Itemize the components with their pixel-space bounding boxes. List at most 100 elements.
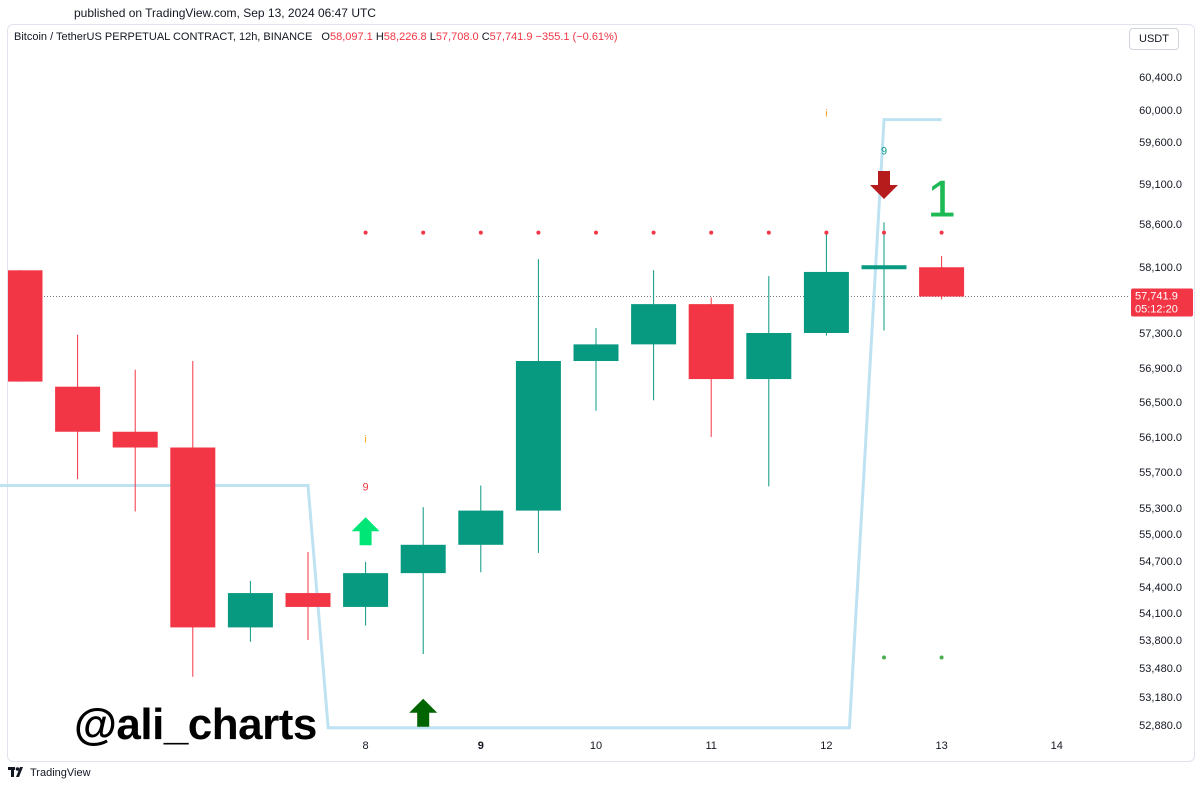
- candle-body: [170, 447, 216, 628]
- time-axis: 8 9 10 11 12 13 14: [363, 740, 1063, 752]
- candle-body: [573, 344, 619, 361]
- support-dot: [939, 655, 944, 660]
- last-price-tag: [1131, 288, 1193, 317]
- candle-body: [8, 270, 43, 382]
- candle-body: [227, 593, 273, 628]
- candle[interactable]: [343, 561, 389, 626]
- candle-body: [861, 265, 907, 270]
- last-price-label: 57,741.9 05:12:20: [1131, 288, 1193, 317]
- candle[interactable]: [919, 256, 965, 300]
- sell-signal-arrow: [870, 171, 898, 199]
- candle[interactable]: [8, 270, 43, 382]
- support-dot: [882, 655, 886, 660]
- x-tick-label: 8: [363, 740, 369, 752]
- candle[interactable]: [170, 361, 216, 677]
- currency-button[interactable]: USDT: [1129, 28, 1179, 50]
- signal-label: i: [825, 109, 827, 120]
- resistance-dot: [824, 230, 829, 235]
- x-tick-label: 10: [590, 740, 602, 752]
- signal-line-layer: [0, 118, 942, 730]
- x-tick-label: 12: [820, 740, 832, 752]
- y-tick-label: 52,880.0: [1139, 720, 1182, 732]
- candle-body: [55, 386, 101, 432]
- markers-layer: 9 9 1 i i: [351, 109, 956, 727]
- candle[interactable]: [688, 297, 734, 437]
- y-tick-label: 54,400.0: [1139, 582, 1182, 594]
- tradingview-logo-text: TradingView: [30, 767, 91, 779]
- y-tick-label: 60,400.0: [1139, 72, 1182, 84]
- low-value: 57,708.0: [435, 31, 479, 43]
- y-tick-label: 53,180.0: [1139, 692, 1182, 704]
- candle-body: [631, 304, 677, 345]
- resistance-dot: [882, 230, 886, 235]
- candle-body: [112, 431, 158, 448]
- y-tick-label: 53,800.0: [1139, 635, 1182, 647]
- resistance-dot: [939, 230, 944, 235]
- candle-body: [285, 593, 331, 607]
- y-tick-label: 54,100.0: [1139, 608, 1182, 620]
- candle[interactable]: [803, 234, 849, 336]
- tradingview-logo-icon: [8, 766, 26, 780]
- last-price-countdown: 05:12:20: [1135, 304, 1178, 316]
- chart-frame: [7, 24, 1195, 762]
- resistance-dot: [709, 230, 714, 235]
- candle-body: [458, 510, 504, 545]
- published-note: published on TradingView.com, Sep 13, 20…: [74, 6, 376, 20]
- candle[interactable]: [631, 270, 677, 401]
- price-axis: 60,400.0 60,000.0 59,600.0 59,100.0 58,600.0…: [1139, 72, 1182, 732]
- x-tick-label: 13: [935, 740, 947, 752]
- close-value: 57,741.9: [489, 31, 533, 43]
- candle-body: [515, 361, 561, 511]
- buy-signal-arrow: [351, 517, 380, 546]
- y-tick-label: 54,700.0: [1139, 556, 1182, 568]
- high-label: H: [375, 31, 384, 43]
- candle-body: [746, 333, 792, 380]
- y-tick-label: 55,300.0: [1139, 503, 1182, 515]
- candle[interactable]: [55, 334, 101, 480]
- symbol-legend: Bitcoin / TetherUS PERPETUAL CONTRACT, 1…: [14, 31, 618, 43]
- buy-signal-arrow-dark: [409, 698, 438, 727]
- y-tick-label: 55,700.0: [1139, 467, 1182, 479]
- candle[interactable]: [227, 580, 273, 642]
- signal-dots-layer: [363, 230, 944, 660]
- author-watermark: @ali_charts: [74, 700, 317, 749]
- candle[interactable]: [458, 485, 504, 573]
- y-tick-label: 56,100.0: [1139, 432, 1182, 444]
- candles-layer[interactable]: [8, 222, 965, 677]
- candle[interactable]: [861, 222, 907, 331]
- candle[interactable]: [746, 276, 792, 487]
- signal-line: [0, 118, 942, 730]
- candle-body: [919, 267, 965, 297]
- y-tick-label: 53,480.0: [1139, 663, 1182, 675]
- resistance-dot: [421, 230, 426, 235]
- candle-body: [803, 271, 849, 333]
- y-tick-label: 57,300.0: [1139, 328, 1182, 340]
- tradingview-logo[interactable]: TradingView: [8, 766, 91, 780]
- price-change: −355.1 (−0.61%): [535, 31, 618, 43]
- x-tick-label: 9: [478, 740, 484, 752]
- y-tick-label: 59,600.0: [1139, 137, 1182, 149]
- y-tick-label: 59,100.0: [1139, 179, 1182, 191]
- candle[interactable]: [400, 507, 446, 654]
- y-tick-label: 56,500.0: [1139, 397, 1182, 409]
- candle[interactable]: [285, 552, 331, 640]
- candle[interactable]: [515, 259, 561, 553]
- y-tick-label: 58,100.0: [1139, 262, 1182, 274]
- candle-body: [343, 573, 389, 607]
- candle[interactable]: [112, 369, 158, 512]
- x-tick-label: 14: [1051, 740, 1063, 752]
- symbol-title[interactable]: Bitcoin / TetherUS PERPETUAL CONTRACT, 1…: [14, 31, 313, 43]
- y-tick-label: 56,900.0: [1139, 363, 1182, 375]
- candle-body: [688, 304, 734, 380]
- x-tick-label: 11: [705, 740, 716, 752]
- signal-label: 1: [927, 171, 956, 229]
- resistance-dot: [363, 230, 368, 235]
- y-tick-label: 60,000.0: [1139, 105, 1182, 117]
- resistance-dot: [766, 230, 771, 235]
- resistance-dot: [478, 230, 483, 235]
- resistance-dot: [536, 230, 541, 235]
- resistance-dot: [651, 230, 656, 235]
- candle[interactable]: [573, 328, 619, 411]
- candle-body: [400, 544, 446, 574]
